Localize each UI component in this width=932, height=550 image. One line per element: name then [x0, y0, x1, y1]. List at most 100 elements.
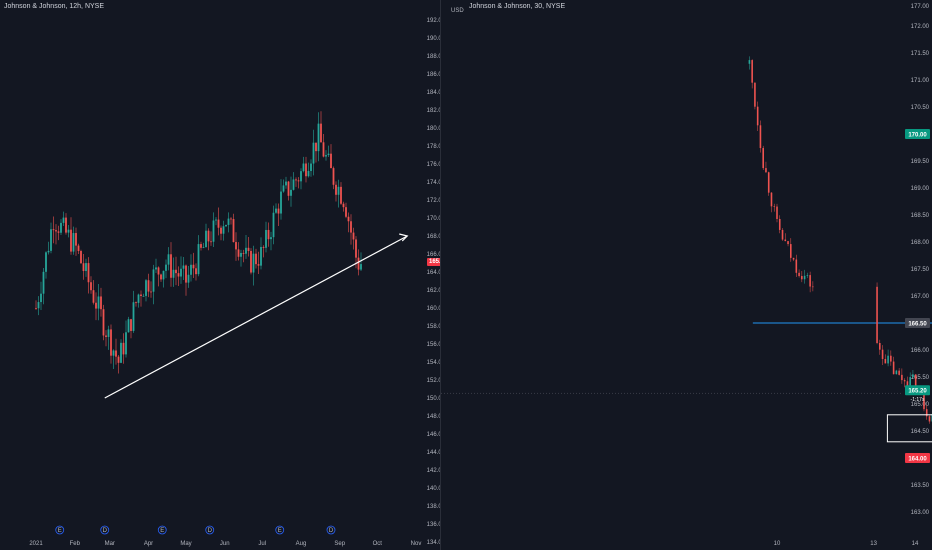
pane-divider[interactable]	[440, 0, 441, 550]
candle-body	[340, 186, 342, 204]
daily-y-tick-label: 146.00	[427, 432, 440, 438]
intraday-currency-label: USD	[451, 8, 464, 14]
candle-body	[310, 163, 312, 171]
event-marker-icon[interactable]	[205, 525, 215, 535]
intraday-y-tick-label: 169.50	[911, 159, 930, 165]
candle-body	[350, 221, 352, 233]
candle-body	[756, 106, 759, 126]
event-marker-label: E	[58, 528, 62, 534]
candle-body	[190, 264, 192, 275]
candle-body	[252, 253, 255, 273]
intraday-chart-canvas[interactable]: 172.00 171.50 171.00 170.50 170.00 169.50 169.…	[441, 0, 932, 550]
daily-chart-canvas[interactable]: 192.00 190.00 188.00 186.00 184.00 182.00 180.…	[0, 0, 440, 550]
candle-body	[267, 229, 270, 240]
candle-body	[65, 217, 67, 233]
daily-chart-panel[interactable]: 192.00 190.00 188.00 186.00 184.00 182.00 180.…	[0, 0, 450, 550]
daily-x-tick-label: May	[180, 541, 191, 547]
intraday-y-tick-label: 165.00	[911, 402, 930, 408]
candle-body	[912, 374, 914, 378]
candle-body	[352, 232, 355, 240]
candle-body	[182, 265, 185, 269]
intraday-y-tick-label: 165.50	[911, 375, 930, 381]
event-marker-icon[interactable]	[100, 525, 110, 535]
intraday-x-tick-label: 13	[870, 541, 877, 547]
candle-body	[285, 181, 287, 186]
candle-body	[759, 125, 762, 149]
daily-y-tick-label: 184.00	[427, 90, 440, 96]
candle-body	[806, 275, 809, 276]
event-marker-icon[interactable]	[157, 525, 167, 535]
trendline-annotation[interactable]	[104, 235, 408, 399]
candle-body	[879, 343, 881, 350]
candle-body	[45, 252, 47, 272]
candle-body	[275, 208, 277, 213]
candle-body	[322, 142, 325, 157]
candle-body	[185, 265, 187, 283]
candle-body	[35, 308, 37, 309]
daily-x-tick-label: Feb	[70, 541, 81, 547]
candle-body	[102, 309, 105, 336]
candle-body	[315, 142, 317, 152]
candle-body	[150, 291, 152, 293]
daily-y-tick-label: 162.00	[427, 288, 440, 294]
daily-x-tick-label: Nov	[411, 541, 422, 547]
event-marker-icon[interactable]	[326, 525, 336, 535]
event-marker-icon[interactable]	[275, 525, 285, 535]
candle-body	[262, 246, 265, 248]
intraday-chart-panel[interactable]: 172.00 171.50 171.00 170.50 170.00 169.50 169.…	[441, 0, 932, 550]
daily-y-tick-label: 136.00	[427, 522, 440, 528]
candle-body	[890, 355, 892, 362]
candle-body	[781, 229, 784, 240]
daily-x-tick-label: Oct	[373, 541, 383, 547]
candle-body	[330, 153, 332, 169]
intraday-candles	[748, 56, 932, 424]
candle-body	[120, 342, 122, 363]
support-zone-rectangle[interactable]	[886, 414, 932, 443]
candle-body	[57, 231, 60, 233]
current-price-tag-bg	[905, 385, 930, 396]
daily-y-tick-label: 192.00	[427, 18, 440, 24]
candle-body	[307, 170, 310, 177]
candle-body	[172, 269, 175, 278]
daily-y-tick-label: 142.00	[427, 468, 440, 474]
daily-y-tick-label: 190.00	[427, 36, 440, 42]
candle-body	[222, 226, 225, 234]
candle-body	[105, 335, 107, 337]
candle-body	[787, 241, 789, 245]
event-marker-icon[interactable]	[55, 525, 65, 535]
candle-body	[72, 233, 75, 252]
candle-body	[287, 181, 290, 196]
candle-body	[317, 123, 320, 152]
candle-body	[770, 192, 773, 207]
candle-body	[277, 208, 280, 214]
daily-y-tick-label: 138.00	[427, 504, 440, 510]
candle-body	[914, 374, 917, 391]
daily-current-price-badge: 165.20	[427, 258, 450, 266]
daily-y-tick-label: 144.00	[427, 450, 440, 456]
daily-y-tick-label: 186.00	[427, 72, 440, 78]
candle-body	[80, 250, 82, 264]
candle-body	[85, 263, 87, 271]
intraday-y-tick-label: 172.00	[911, 24, 930, 30]
candle-body	[887, 355, 889, 364]
candle-body	[270, 237, 272, 240]
candle-body	[232, 219, 235, 243]
candle-body	[142, 295, 145, 297]
candle-body	[748, 60, 751, 64]
candle-body	[155, 267, 157, 270]
candle-body	[876, 286, 878, 344]
daily-y-tick-label: 170.00	[427, 216, 440, 222]
candle-body	[892, 361, 895, 375]
candle-body	[242, 252, 245, 254]
event-marker-label: D	[208, 528, 213, 534]
daily-y-tick-label: 156.00	[427, 342, 440, 348]
candle-body	[87, 263, 90, 283]
candle-body	[160, 274, 162, 280]
intraday-y-tick-label: 168.00	[911, 240, 930, 246]
candle-body	[210, 241, 212, 243]
candle-body	[240, 252, 242, 257]
candle-body	[197, 244, 200, 275]
candle-body	[195, 268, 197, 275]
trendline-arrowhead-icon	[399, 233, 409, 242]
